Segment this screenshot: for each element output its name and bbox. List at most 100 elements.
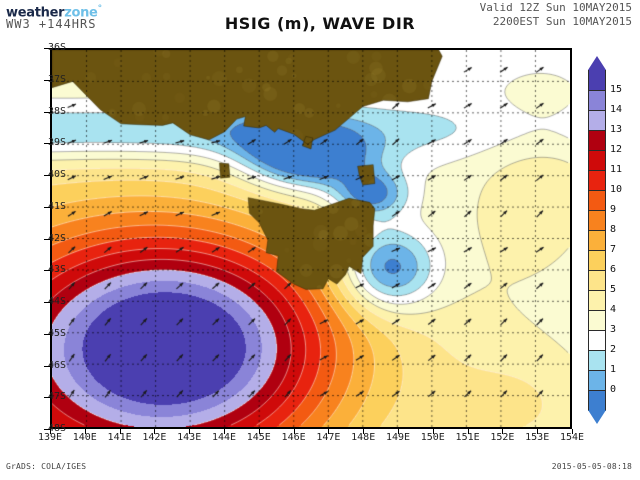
colorbar-divider <box>588 90 606 91</box>
x-axis-tick <box>572 429 573 434</box>
grads-credit: GrADS: COLA/IGES <box>6 462 86 471</box>
colorbar-band <box>588 150 606 171</box>
colorbar-band <box>588 270 606 291</box>
valid-time-local: 2200EST Sun 10MAY2015 <box>480 15 632 29</box>
x-axis-tick <box>468 429 469 434</box>
colorbar-band <box>588 90 606 111</box>
colorbar-tick-label: 7 <box>610 244 616 255</box>
render-timestamp: 2015-05-05-08:18 <box>552 462 632 471</box>
colorbar-tick-label: 1 <box>610 364 616 375</box>
y-axis-tick <box>44 302 50 303</box>
y-axis-tick <box>44 207 50 208</box>
colorbar-scale <box>588 70 606 410</box>
colorbar-bottom-arrow <box>588 410 606 424</box>
colorbar-divider <box>588 210 606 211</box>
y-axis-tick-label: 42S <box>48 233 66 244</box>
colorbar-band <box>588 70 606 91</box>
colorbar-band <box>588 310 606 331</box>
y-axis-tick <box>44 239 50 240</box>
colorbar-tick-label: 8 <box>610 224 616 235</box>
colorbar-tick-label: 2 <box>610 344 616 355</box>
y-axis-tick-label: 44S <box>48 296 66 307</box>
colorbar-tick-label: 0 <box>610 384 616 395</box>
y-axis-tick-label: 47S <box>48 391 66 402</box>
y-axis-tick-label: 38S <box>48 106 66 117</box>
x-axis-tick <box>154 429 155 434</box>
x-axis-tick <box>189 429 190 434</box>
x-axis-tick <box>259 429 260 434</box>
y-axis-tick <box>44 397 50 398</box>
colorbar-band <box>588 110 606 131</box>
x-axis-tick <box>85 429 86 434</box>
y-axis-tick-label: 45S <box>48 328 66 339</box>
colorbar-divider <box>588 350 606 351</box>
y-axis-tick <box>44 334 50 335</box>
colorbar-band <box>588 370 606 391</box>
colorbar-tick-label: 6 <box>610 264 616 275</box>
x-axis-tick <box>120 429 121 434</box>
y-axis-tick-label: 41S <box>48 201 66 212</box>
colorbar-top-arrow <box>588 56 606 70</box>
colorbar-band <box>588 250 606 271</box>
colorbar-band <box>588 130 606 151</box>
y-axis-tick <box>44 143 50 144</box>
colorbar-tick-label: 9 <box>610 204 616 215</box>
y-axis-tick-label: 40S <box>48 169 66 180</box>
y-axis-tick <box>44 48 50 49</box>
y-axis-tick-label: 43S <box>48 264 66 275</box>
wave-height-map[interactable] <box>50 48 572 429</box>
x-axis-tick <box>433 429 434 434</box>
colorbar-divider <box>588 110 606 111</box>
colorbar-band <box>588 390 606 411</box>
colorbar-divider <box>588 330 606 331</box>
colorbar-divider <box>588 290 606 291</box>
colorbar-divider <box>588 230 606 231</box>
colorbar-divider <box>588 190 606 191</box>
colorbar-divider <box>588 270 606 271</box>
colorbar-tick-label: 11 <box>610 164 622 175</box>
colorbar-band <box>588 170 606 191</box>
colorbar-band <box>588 210 606 231</box>
colorbar-tick-label: 15 <box>610 84 622 95</box>
x-axis-tick <box>363 429 364 434</box>
x-axis-tick <box>502 429 503 434</box>
colorbar-divider <box>588 390 606 391</box>
map-canvas <box>52 50 570 427</box>
x-axis-tick <box>537 429 538 434</box>
y-axis-tick-label: 46S <box>48 360 66 371</box>
colorbar-tick-label: 10 <box>610 184 622 195</box>
colorbar-divider <box>588 130 606 131</box>
colorbar-band <box>588 230 606 251</box>
valid-time-utc: Valid 12Z Sun 10MAY2015 <box>480 1 632 15</box>
colorbar-tick-label: 5 <box>610 284 616 295</box>
colorbar-tick-label: 13 <box>610 124 622 135</box>
colorbar: 0 1 2 3 4 5 6 7 8 9 10 11 12 13 14 15 <box>588 54 636 426</box>
x-axis-tick <box>328 429 329 434</box>
colorbar-divider <box>588 150 606 151</box>
valid-time-block: Valid 12Z Sun 10MAY2015 2200EST Sun 10MA… <box>480 1 632 29</box>
colorbar-tick-label: 4 <box>610 304 616 315</box>
colorbar-divider <box>588 170 606 171</box>
y-axis-tick-label: 36S <box>48 42 66 53</box>
colorbar-divider <box>588 310 606 311</box>
colorbar-tick-label: 14 <box>610 104 622 115</box>
x-axis-tick <box>398 429 399 434</box>
colorbar-divider <box>588 370 606 371</box>
y-axis-tick-label: 37S <box>48 74 66 85</box>
y-axis-tick <box>44 366 50 367</box>
colorbar-tick-label: 12 <box>610 144 622 155</box>
colorbar-band <box>588 330 606 351</box>
colorbar-divider <box>588 250 606 251</box>
y-axis-tick <box>44 175 50 176</box>
y-axis-tick-label: 39S <box>48 137 66 148</box>
colorbar-band <box>588 190 606 211</box>
colorbar-tick-label: 3 <box>610 324 616 335</box>
colorbar-band <box>588 350 606 371</box>
x-axis-tick <box>50 429 51 434</box>
y-axis-tick <box>44 112 50 113</box>
x-axis-tick <box>224 429 225 434</box>
logo-degree-symbol: ° <box>98 4 102 14</box>
x-axis-tick <box>294 429 295 434</box>
y-axis-tick <box>44 80 50 81</box>
colorbar-band <box>588 290 606 311</box>
